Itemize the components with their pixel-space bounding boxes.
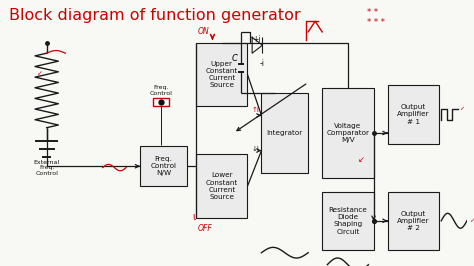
- Text: ✓: ✓: [459, 107, 464, 111]
- Text: ι: ι: [192, 212, 195, 222]
- Bar: [196, 154, 247, 218]
- Bar: [196, 43, 247, 106]
- Text: ✓: ✓: [37, 72, 43, 77]
- Text: C: C: [232, 54, 238, 63]
- Bar: [262, 93, 308, 173]
- Text: Lower
Constant
Current
Source: Lower Constant Current Source: [206, 172, 238, 200]
- Text: Output
Amplifier
# 1: Output Amplifier # 1: [397, 104, 429, 125]
- Text: -i: -i: [259, 59, 264, 68]
- Text: Output
Amplifier
# 2: Output Amplifier # 2: [397, 210, 429, 231]
- Text: Resistance
Diode
Shaping
Circuit: Resistance Diode Shaping Circuit: [328, 207, 367, 235]
- Bar: [322, 88, 374, 178]
- Bar: [388, 192, 439, 250]
- Bar: [153, 98, 169, 106]
- Text: ↑i: ↑i: [252, 107, 260, 113]
- Text: +i: +i: [252, 35, 261, 44]
- Text: Block diagram of function generator: Block diagram of function generator: [9, 8, 301, 23]
- Text: ↙: ↙: [358, 156, 365, 165]
- Text: ↓i: ↓i: [252, 146, 260, 152]
- Text: * *
* * *: * * * * *: [366, 8, 384, 27]
- Text: ON: ON: [198, 27, 210, 36]
- Bar: [140, 146, 187, 186]
- Bar: [322, 192, 374, 250]
- Text: Upper
Constant
Current
Source: Upper Constant Current Source: [206, 61, 238, 88]
- Text: External
Freq.
Control: External Freq. Control: [34, 160, 60, 176]
- Text: ✓: ✓: [469, 218, 474, 223]
- Text: Freq.
Control: Freq. Control: [150, 85, 173, 96]
- Text: Integrator: Integrator: [267, 130, 303, 136]
- Text: Voltage
Comparator
M/V: Voltage Comparator M/V: [327, 123, 369, 143]
- Bar: [388, 85, 439, 144]
- Text: Freq.
Control
N/W: Freq. Control N/W: [150, 156, 176, 177]
- Text: OFF: OFF: [198, 224, 213, 233]
